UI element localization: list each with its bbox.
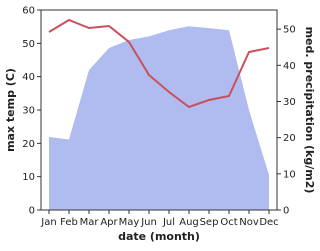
- y-axis-label: max temp (C): [4, 68, 17, 152]
- y-tick-label: 40: [22, 72, 35, 83]
- x-tick-label: Dec: [259, 217, 278, 228]
- x-tick-label: Jul: [162, 217, 175, 228]
- chart: date (month) max temp (C) med. precipita…: [4, 6, 316, 244]
- y2-tick-label: 0: [283, 206, 289, 217]
- x-tick-label: Sep: [200, 217, 219, 228]
- x-tick-label: Oct: [220, 217, 237, 228]
- y2-tick-label: 20: [283, 133, 296, 144]
- y2-tick-label: 30: [283, 97, 296, 108]
- x-tick-label: Jan: [40, 217, 56, 228]
- precip-area: [49, 26, 269, 210]
- x-tick-label: Jun: [140, 217, 157, 228]
- y-tick-label: 10: [22, 172, 35, 183]
- x-tick-label: Feb: [60, 217, 78, 228]
- y2-tick-label: 40: [283, 61, 296, 72]
- x-tick-label: May: [119, 217, 140, 228]
- x-tick-label: Nov: [239, 217, 259, 228]
- temp-line: [48, 18, 270, 109]
- y-tick-label: 30: [22, 106, 35, 117]
- y2-tick-label: 50: [283, 25, 296, 36]
- y-tick-label: 60: [22, 6, 35, 17]
- y2-tick-label: 10: [283, 169, 296, 180]
- x-tick-label: Aug: [179, 217, 199, 228]
- y2-axis-label: med. precipitation (kg/m2): [303, 27, 316, 194]
- x-tick-label: Mar: [80, 217, 100, 228]
- x-axis-label: date (month): [118, 230, 200, 243]
- x-tick-label: Apr: [100, 217, 118, 228]
- y-tick-label: 20: [22, 139, 35, 150]
- y-tick-label: 0: [29, 206, 35, 217]
- y-tick-label: 50: [22, 39, 35, 50]
